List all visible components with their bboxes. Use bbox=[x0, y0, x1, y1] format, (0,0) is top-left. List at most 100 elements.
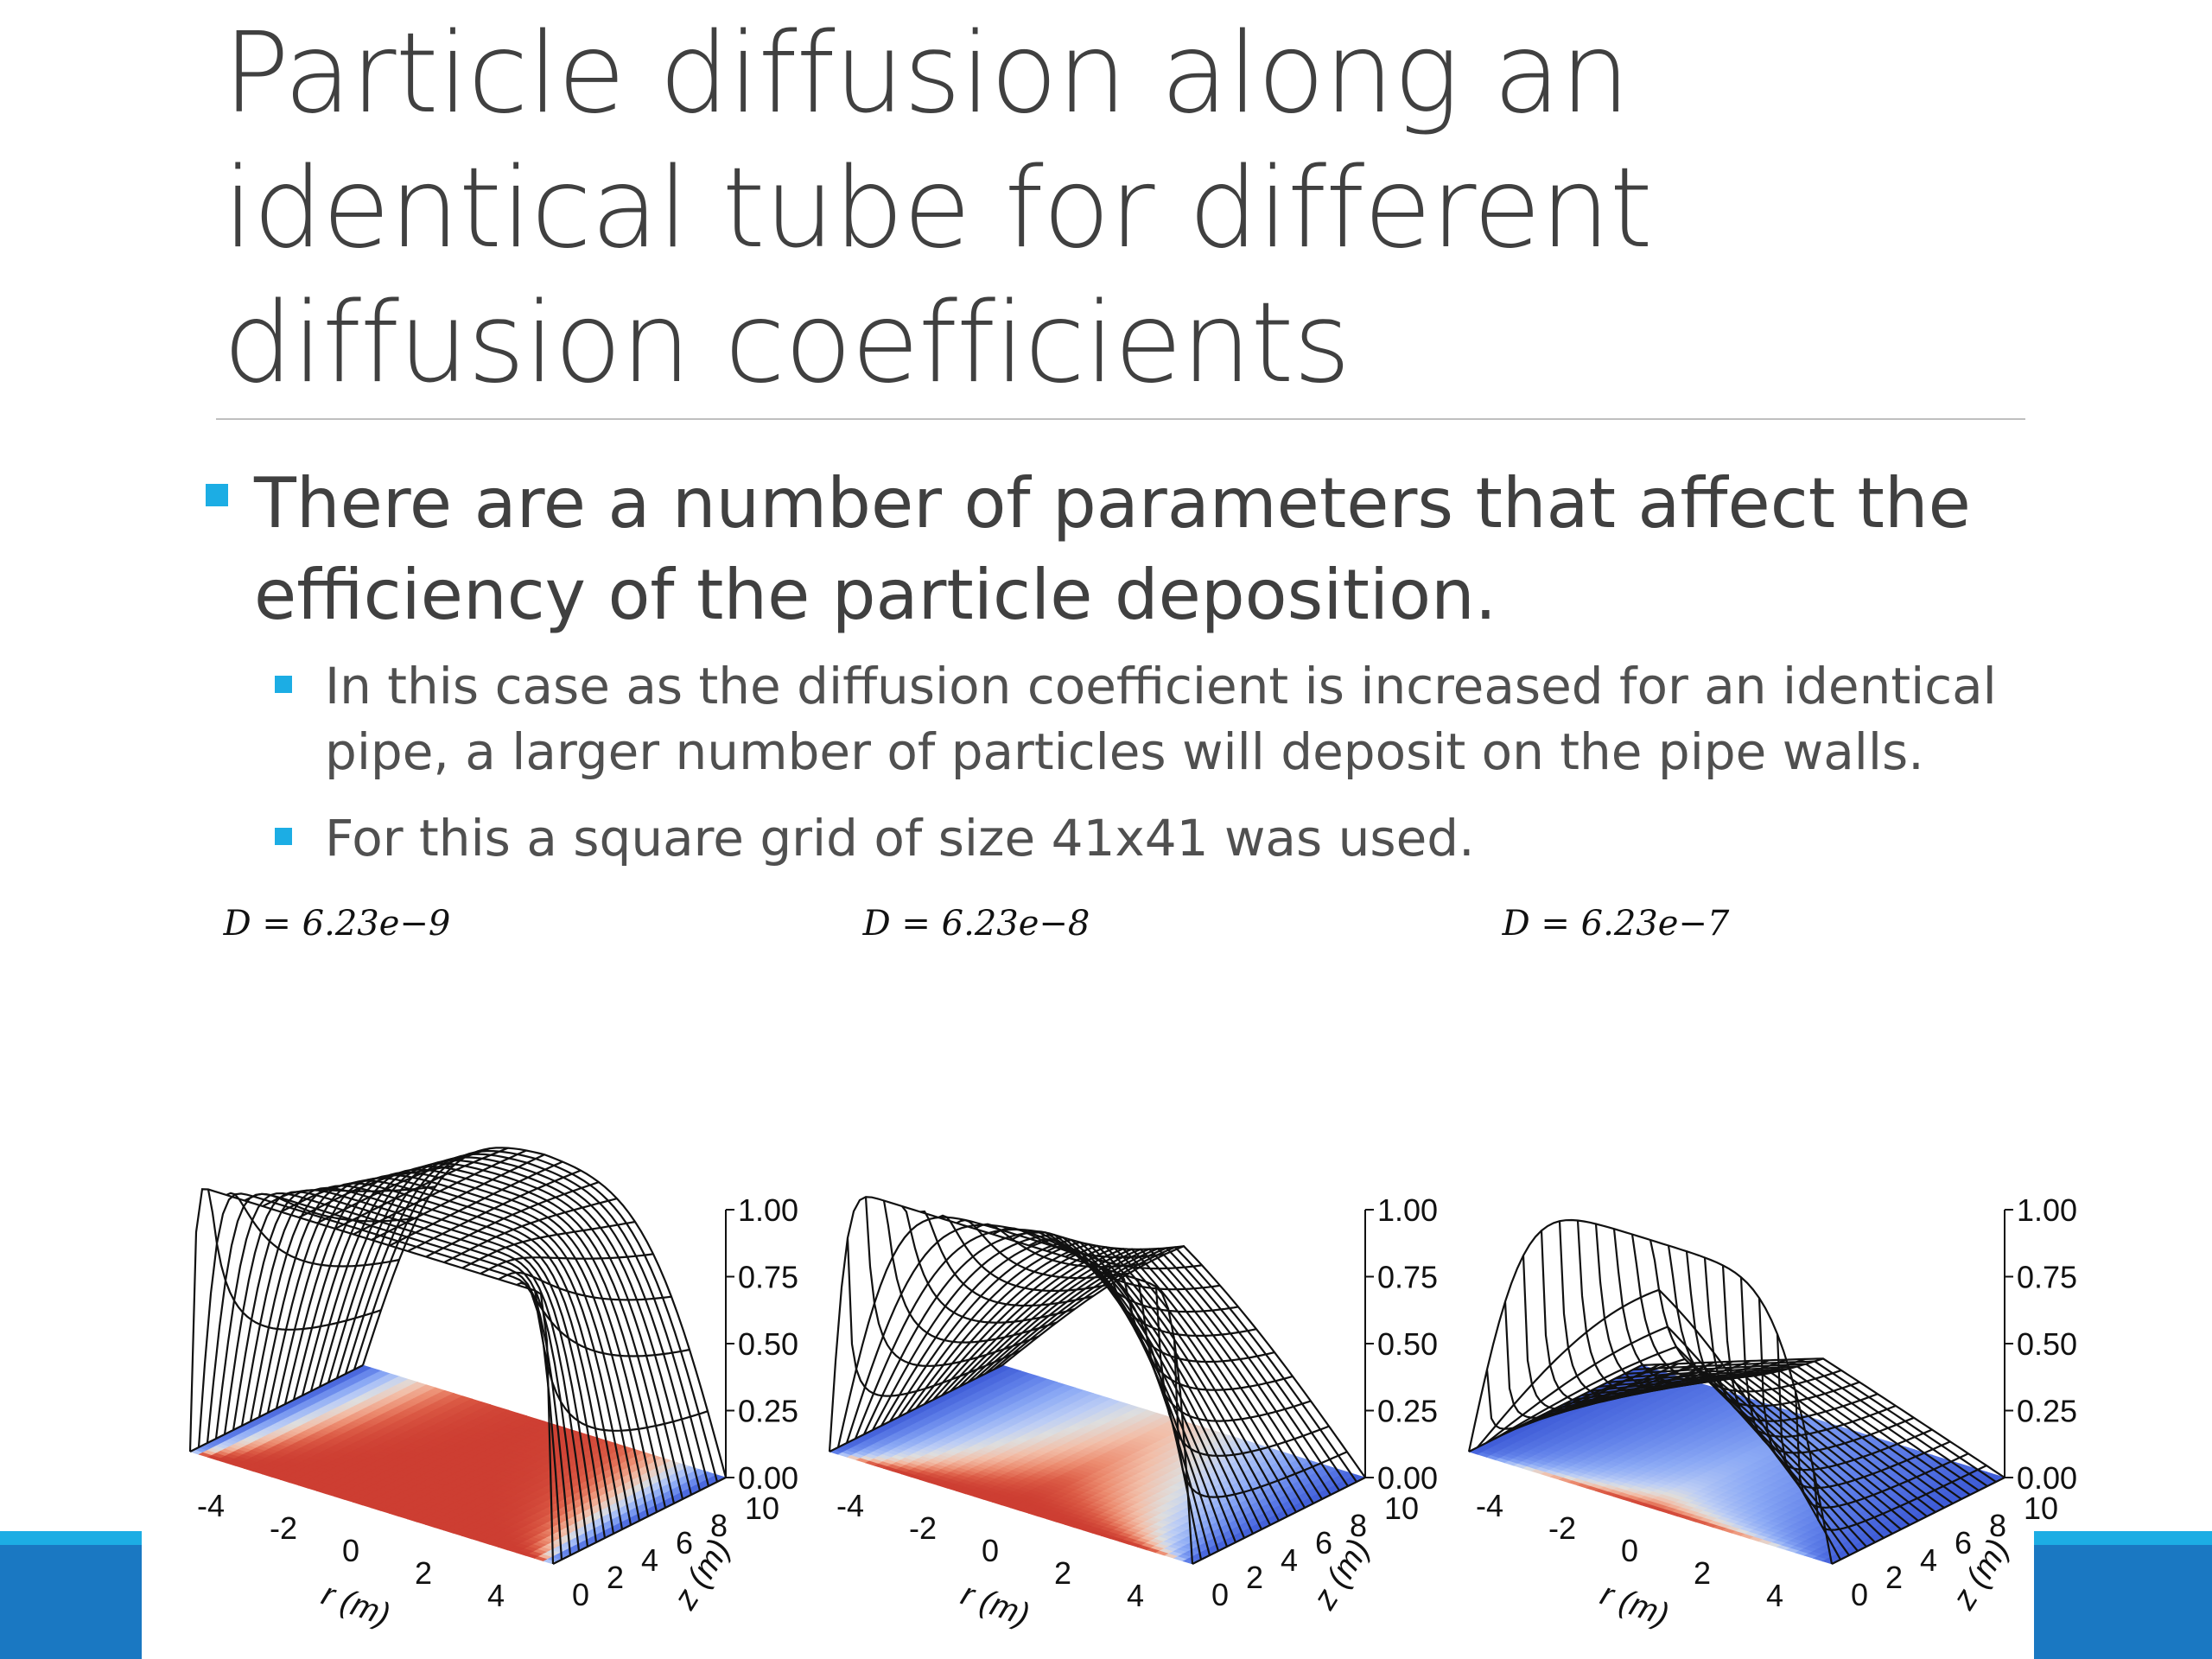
bullet-marker-icon bbox=[206, 484, 228, 506]
wire-line-r bbox=[371, 1154, 545, 1241]
wire-line-r bbox=[864, 1197, 1039, 1367]
r-axis-label: r (m) bbox=[957, 1576, 1034, 1634]
eta-tick-label: 0.50 bbox=[2017, 1326, 2077, 1362]
wire-line-r bbox=[956, 1218, 1130, 1280]
r-axis-label: r (m) bbox=[317, 1576, 395, 1634]
wire-line-r bbox=[1576, 1220, 1751, 1393]
wire-line-r bbox=[1173, 1338, 1348, 1498]
z-tick-label: 2 bbox=[607, 1560, 624, 1595]
eta-tick-label: 0.75 bbox=[1377, 1260, 1438, 1295]
wire-line-r bbox=[533, 1290, 709, 1432]
bullet-level1: There are a number of parameters that af… bbox=[206, 458, 2025, 641]
z-tick-label: 4 bbox=[641, 1542, 658, 1578]
wire-line-r bbox=[1192, 1477, 1366, 1565]
wire-line-r bbox=[316, 1147, 491, 1224]
eta-tick-label: 1.00 bbox=[2017, 1192, 2077, 1228]
eta-tick-label: 0.00 bbox=[1377, 1460, 1438, 1496]
eta-axis-label: η bbox=[2089, 1331, 2091, 1355]
wire-line-r bbox=[407, 1169, 582, 1252]
r-tick-label: 4 bbox=[1127, 1578, 1144, 1613]
wire-line-r bbox=[829, 1364, 1003, 1452]
wire-line-r bbox=[938, 1214, 1112, 1292]
bullet-marker-icon bbox=[275, 828, 292, 845]
wire-line-r bbox=[443, 1198, 618, 1263]
wire-line-r bbox=[353, 1149, 527, 1236]
z-tick-label: 2 bbox=[1246, 1560, 1263, 1595]
surface-wireframe bbox=[1467, 1218, 2005, 1565]
wire-line-r bbox=[1154, 1287, 1330, 1457]
wire-line-r bbox=[919, 1210, 1094, 1307]
eta-tick-label: 0.25 bbox=[2017, 1394, 2077, 1429]
sub-bullet-1: In this case as the diffusion coefficien… bbox=[275, 653, 2044, 785]
plot-title: D = 6.23e−7 bbox=[1502, 904, 1730, 944]
r-tick-label: 0 bbox=[982, 1533, 999, 1568]
z-tick-label: 10 bbox=[745, 1491, 779, 1526]
z-tick-label: 0 bbox=[1211, 1577, 1229, 1612]
wire-line-r bbox=[1136, 1279, 1312, 1422]
bullet-text: There are a number of parameters that af… bbox=[254, 463, 1971, 635]
eta-tick-label: 0.50 bbox=[1377, 1326, 1438, 1362]
wire-line-r bbox=[207, 1189, 382, 1331]
plot-svg: D = 6.23e−90.000.250.500.751.00η-4-2024r… bbox=[188, 904, 812, 1634]
eta-tick-label: 1.00 bbox=[738, 1192, 798, 1228]
wire-line-r bbox=[498, 1271, 672, 1301]
eta-axis-label: η bbox=[1450, 1331, 1452, 1355]
title-divider bbox=[216, 418, 2025, 420]
z-tick-label: 6 bbox=[1315, 1525, 1332, 1560]
sub-bullet-2: For this a square grid of size 41x41 was… bbox=[275, 805, 2044, 871]
surface-plot-2: D = 6.23e−8 0.00 0.25 0.50 0.75 1.00 η -4 -2 0 2 4 r… bbox=[778, 899, 1452, 1659]
surface-plot-1: D = 6.23e−9 0.00 0.25 0.50 0.75 1.00 η -4 -2 0 2 4 r… bbox=[138, 899, 812, 1659]
eta-tick-label: 0.00 bbox=[2017, 1460, 2077, 1496]
sub-bullet-text: For this a square grid of size 41x41 was… bbox=[325, 809, 1475, 868]
eta-tick-label: 0.25 bbox=[738, 1394, 798, 1429]
surface-wireframe bbox=[828, 1196, 1366, 1565]
wire-line-r bbox=[974, 1223, 1148, 1268]
wire-line-r bbox=[262, 1185, 436, 1207]
r-tick-label: -2 bbox=[270, 1510, 297, 1546]
eta-axis-label: η bbox=[810, 1331, 812, 1355]
r-tick-label: 2 bbox=[1054, 1555, 1071, 1591]
wire-line-r bbox=[1065, 1252, 1239, 1313]
surface-plot-3: D = 6.23e−7 0.00 0.25 0.50 0.75 1.00 η -4 -2 0 2 4 r… bbox=[1417, 899, 2091, 1659]
z-tick-label: 8 bbox=[1350, 1508, 1367, 1543]
wire-line-r bbox=[1010, 1230, 1185, 1250]
z-tick-label: 6 bbox=[676, 1525, 693, 1560]
r-tick-label: -2 bbox=[909, 1510, 937, 1546]
wire-line-r bbox=[1028, 1238, 1203, 1270]
plot-svg: D = 6.23e−70.000.250.500.751.00η-4-2024r… bbox=[1467, 904, 2091, 1634]
wire-line-r bbox=[901, 1205, 1076, 1324]
r-tick-label: -4 bbox=[836, 1488, 864, 1523]
plot-title: D = 6.23e−9 bbox=[223, 904, 451, 944]
wire-line-r bbox=[189, 1364, 364, 1452]
plot-svg: D = 6.23e−80.000.250.500.751.00η-4-2024r… bbox=[828, 904, 1452, 1634]
bullet-marker-icon bbox=[275, 676, 292, 693]
z-tick-label: 0 bbox=[572, 1577, 589, 1612]
wire-line-r bbox=[461, 1220, 636, 1269]
r-tick-label: -4 bbox=[197, 1488, 225, 1523]
wire-line-r bbox=[992, 1227, 1166, 1259]
surface-wireframe bbox=[188, 1147, 728, 1565]
wire-line-r bbox=[334, 1147, 509, 1230]
wire-line-r bbox=[1083, 1259, 1257, 1337]
wire-line-r bbox=[1522, 1255, 1697, 1411]
wire-line-r bbox=[1101, 1266, 1275, 1363]
z-tick-label: 4 bbox=[1281, 1542, 1298, 1578]
wire-line-r bbox=[425, 1181, 600, 1258]
eta-tick-label: 0.50 bbox=[738, 1326, 798, 1362]
wire-line-r bbox=[552, 1477, 727, 1565]
eta-tick-label: 0.00 bbox=[738, 1460, 798, 1496]
z-tick-label: 8 bbox=[710, 1508, 728, 1543]
z-tick-label: 10 bbox=[1384, 1491, 1419, 1526]
wire-line-r bbox=[882, 1200, 1058, 1344]
r-tick-label: 0 bbox=[342, 1533, 359, 1568]
wire-line-r bbox=[846, 1237, 1021, 1397]
eta-tick-label: 0.75 bbox=[2017, 1260, 2077, 1295]
eta-tick-label: 1.00 bbox=[1377, 1192, 1438, 1228]
r-tick-label: 2 bbox=[415, 1555, 432, 1591]
wire-line-r bbox=[226, 1192, 400, 1268]
sub-bullet-text: In this case as the diffusion coefficien… bbox=[325, 657, 1997, 781]
wire-line-r bbox=[389, 1160, 563, 1247]
wire-line-z bbox=[1001, 1244, 1366, 1478]
slide-title: Particle diffusion along an identical tu… bbox=[223, 10, 1653, 408]
eta-tick-label: 0.25 bbox=[1377, 1394, 1438, 1429]
